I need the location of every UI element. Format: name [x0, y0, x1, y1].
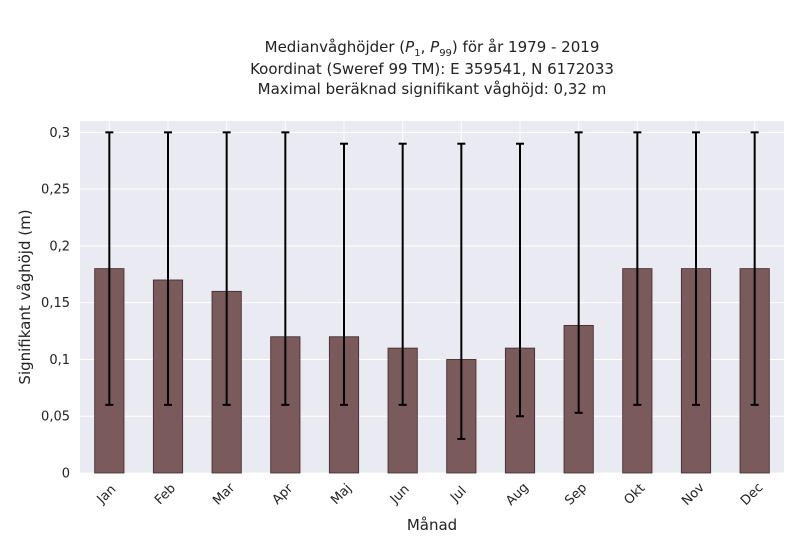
x-tick-label: Jun [387, 482, 413, 508]
error-bar-mar [222, 131, 231, 406]
x-tick-label: Jul [447, 484, 469, 506]
error-bar-okt [633, 131, 642, 406]
x-tick-label: Maj [328, 481, 355, 508]
x-tick-label: Feb [152, 481, 179, 508]
chart-title-line-1: Medianvåghöjder (P1, P99) för år 1979 - … [265, 38, 600, 59]
title-text-prefix: Medianvåghöjder ( [265, 38, 406, 56]
plot-area [80, 121, 784, 473]
x-tick-label: Apr [270, 481, 297, 508]
x-tick-label: Nov [679, 480, 708, 509]
y-tick-label: 0 [62, 467, 70, 482]
y-tick-label: 0,2 [49, 239, 70, 254]
x-tick-label: Jan [94, 482, 119, 507]
x-tick-label: Mar [210, 480, 238, 508]
x-tick-label: Okt [621, 481, 648, 508]
error-bar-aug [516, 142, 524, 418]
error-bar-jun [398, 142, 407, 406]
y-tick-label: 0,1 [49, 353, 70, 368]
error-bar-jul [457, 142, 466, 440]
y-axis-label: Signifikant våghöjd (m) [16, 209, 34, 384]
error-bars [105, 131, 759, 440]
error-bar-dec [750, 131, 759, 406]
chart-title-line-3: Maximal beräknad signifikant våghöjd: 0,… [258, 80, 607, 98]
error-bar-maj [340, 142, 348, 406]
y-tick-label: 0,05 [41, 410, 70, 425]
x-tick-label: Sep [562, 481, 590, 509]
x-axis-label: Månad [407, 516, 457, 534]
error-bar-apr [281, 131, 290, 406]
x-tick-labels: Jan Feb Mar Apr Maj Jun Jul Aug Sep Okt Nov Dec [94, 480, 767, 509]
y-tick-label: 0,15 [41, 296, 70, 311]
error-bar-feb [164, 131, 172, 406]
y-tick-label: 0,3 [49, 126, 70, 141]
error-bar-sep [574, 131, 583, 414]
y-tick-labels: 0 0,05 0,1 0,15 0,2 0,25 0,3 [41, 126, 70, 482]
x-tick-label: Aug [503, 480, 532, 509]
error-bar-jan [105, 131, 114, 406]
y-tick-label: 0,25 [41, 183, 70, 198]
error-bar-nov [692, 131, 700, 406]
x-tick-label: Dec [738, 480, 766, 508]
chart-title-line-2: Koordinat (Sweref 99 TM): E 359541, N 61… [250, 60, 614, 78]
